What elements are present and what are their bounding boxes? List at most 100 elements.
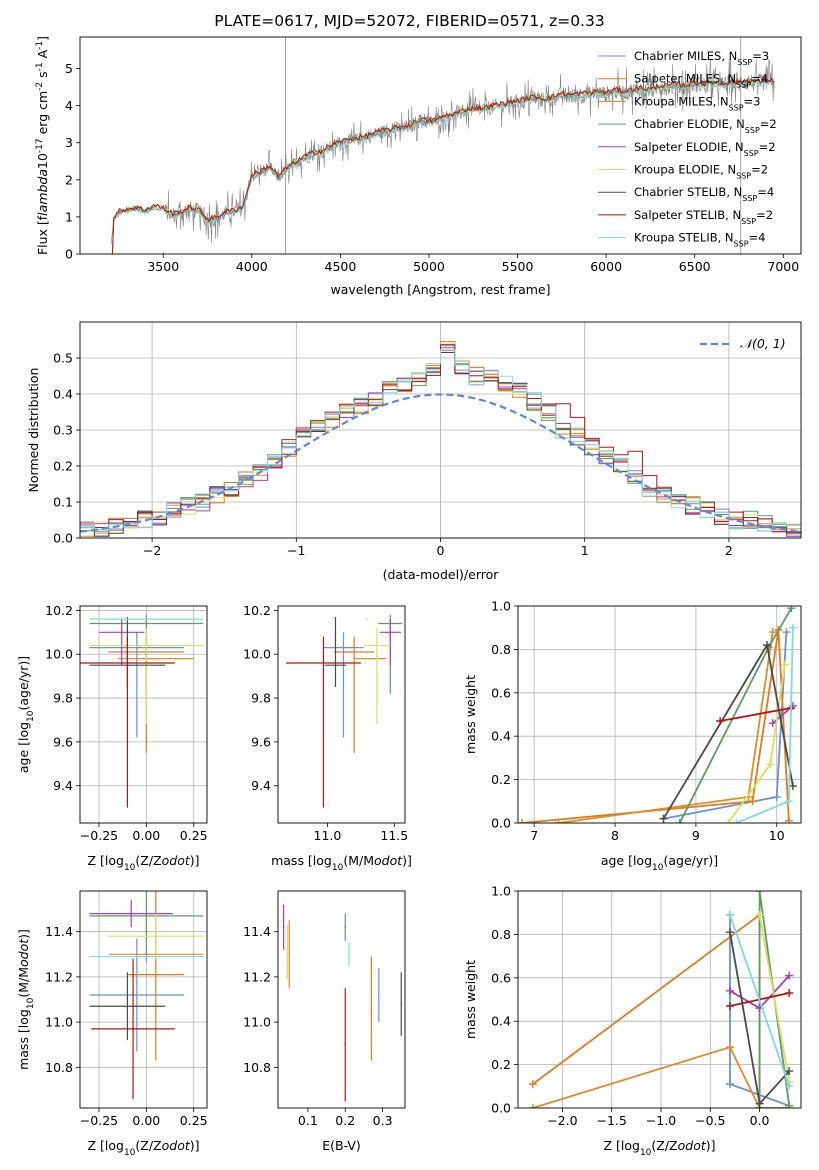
x-tick-label: −2 <box>143 543 161 558</box>
x-tick-label: 3500 <box>147 259 179 274</box>
data-point <box>120 631 123 634</box>
data-point <box>344 1043 347 1046</box>
mass_vs_EBV-frame <box>277 890 406 1109</box>
legend-label: Chabrier STELIB, NSSP=4 <box>634 185 774 203</box>
x-tick-label: −1 <box>287 543 305 558</box>
data-point <box>145 644 148 647</box>
y-tick-label: 0.1 <box>53 495 73 510</box>
y-tick-label: 11.2 <box>243 969 271 984</box>
y-tick-label: 10.2 <box>243 603 271 618</box>
y-tick-label: 9.4 <box>53 778 73 793</box>
y-tick-label: 4 <box>65 98 73 113</box>
series-line <box>678 607 793 823</box>
x-tick-label: 7000 <box>767 259 799 274</box>
data-point <box>282 926 285 928</box>
y-tick-label: 2 <box>65 172 73 187</box>
y-tick-label: 9.6 <box>251 734 271 749</box>
x-axis-label: (data-model)/error <box>383 567 500 582</box>
data-point <box>155 935 157 938</box>
x-axis-label: wavelength [Angstrom, rest frame] <box>330 282 550 297</box>
legend-label: Salpeter ELODIE, NSSP=2 <box>634 140 776 158</box>
data-point <box>132 1028 134 1030</box>
series-marker <box>763 641 772 650</box>
series-marker <box>785 1067 794 1076</box>
series-marker <box>554 819 563 823</box>
data-point <box>370 1007 373 1010</box>
data-point <box>286 951 289 953</box>
series-marker <box>518 819 527 823</box>
data-point <box>369 657 372 660</box>
y-axis-label: mass [log10(M/Modot)] <box>16 929 36 1070</box>
y-tick-label: 11.4 <box>243 924 271 939</box>
x-tick-label: −0.25 <box>80 1113 118 1128</box>
data-point <box>344 926 347 928</box>
y-tick-label: 11.2 <box>45 969 73 984</box>
series-marker <box>755 1099 764 1108</box>
y-axis-label: mass weight <box>463 675 478 754</box>
x-tick-label: 7 <box>530 828 538 843</box>
histogram-step <box>80 349 801 538</box>
data-point <box>155 973 157 976</box>
model-spectrum-line <box>111 76 775 254</box>
mass_weight_vs_Z-plot <box>528 891 794 1108</box>
mass_weight_vs_Z-frame <box>517 890 802 1109</box>
y-tick-label: 3 <box>65 135 73 150</box>
data-point <box>400 1003 403 1005</box>
x-tick-label: 0.3 <box>373 1113 393 1128</box>
series-marker <box>726 1002 735 1011</box>
mass_vs_EBV-plot <box>282 904 403 1102</box>
series-marker <box>755 910 764 919</box>
series-marker <box>788 623 797 632</box>
y-tick-label: 0.3 <box>53 423 73 438</box>
x-tick-label: 0.25 <box>180 828 208 843</box>
data-point <box>366 618 369 620</box>
mass_weight_vs_age-plot <box>518 606 797 823</box>
data-point <box>288 953 291 956</box>
x-tick-label: 5500 <box>502 259 534 274</box>
x-axis-label: Z [log10(Z/Zodot)] <box>87 1138 199 1158</box>
series-line <box>662 642 794 820</box>
data-point <box>145 622 148 625</box>
y-tick-label: 0.0 <box>491 816 511 831</box>
series-line <box>758 914 791 1083</box>
series-marker <box>755 891 764 895</box>
y-tick-label: 0.4 <box>491 1014 511 1029</box>
x-tick-label: 0.0 <box>750 1113 770 1128</box>
series-marker <box>726 928 735 937</box>
series-marker <box>768 719 777 728</box>
series-marker <box>785 971 794 980</box>
x-tick-label: −0.25 <box>80 828 118 843</box>
legend-label: Salpeter STELIB, NSSP=2 <box>634 208 773 226</box>
x-tick-label: 2 <box>725 543 733 558</box>
data-point <box>145 955 148 958</box>
y-tick-label: 9.4 <box>251 778 271 793</box>
data-point <box>348 953 350 956</box>
series-marker <box>785 988 794 997</box>
data-point <box>322 662 325 664</box>
series-marker <box>748 797 757 806</box>
data-point <box>145 915 148 917</box>
y-axis-label: mass weight <box>463 960 478 1039</box>
y-tick-label: 0.6 <box>491 685 511 700</box>
model-spectrum-line <box>111 80 775 254</box>
y-tick-label: 0 <box>65 247 73 262</box>
series-marker <box>772 792 781 801</box>
x-tick-label: 9 <box>692 828 700 843</box>
y-tick-label: 9.8 <box>251 691 271 706</box>
series-marker <box>726 1080 735 1089</box>
y-tick-label: 11.4 <box>45 924 73 939</box>
series-line <box>729 914 791 1087</box>
x-tick-label: 0 <box>437 543 445 558</box>
y-tick-label: 0.4 <box>491 729 511 744</box>
legend-label: Chabrier ELODIE, NSSP=2 <box>634 117 777 135</box>
data-point <box>155 657 157 660</box>
series-line <box>532 1046 761 1108</box>
y-tick-label: 5 <box>65 61 73 76</box>
y-tick-label: 10.8 <box>243 1060 271 1075</box>
age_vs_Z-frame <box>79 605 208 824</box>
series-marker <box>716 717 725 726</box>
y-axis-label: Flux [flambda10-17 erg cm-2 s-1 A-1] <box>35 36 50 255</box>
series-marker <box>732 819 741 823</box>
series-marker <box>528 1104 537 1108</box>
x-tick-label: −1.5 <box>596 1113 626 1128</box>
